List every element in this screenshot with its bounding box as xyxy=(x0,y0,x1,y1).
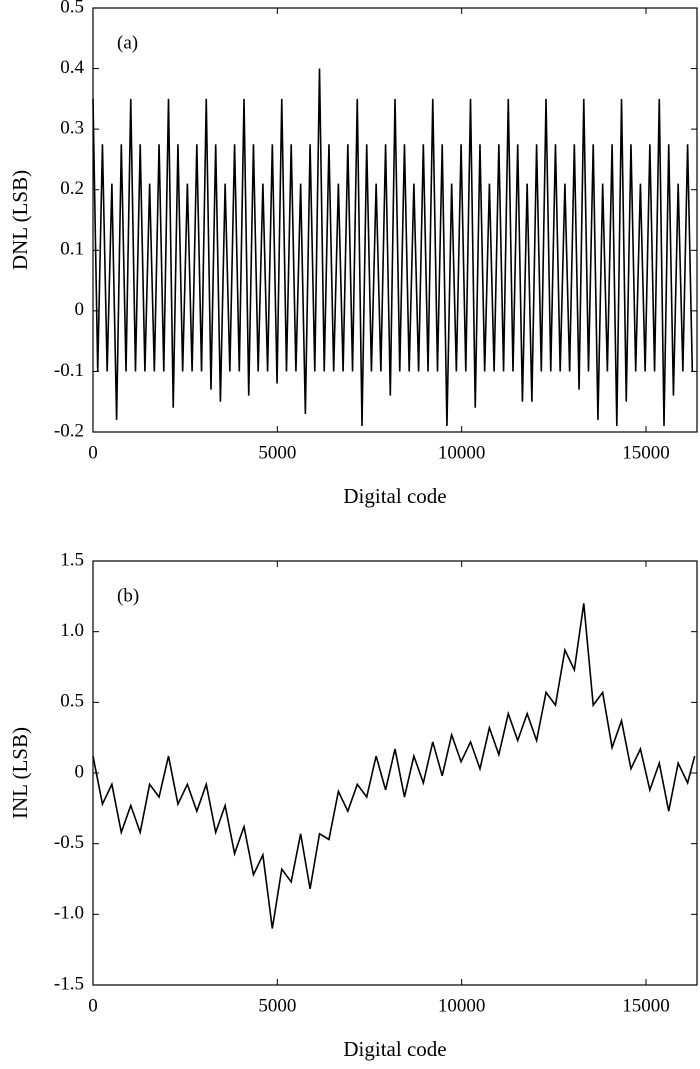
y-tick-label: 0.5 xyxy=(60,691,84,712)
y-tick-label: 1.5 xyxy=(60,549,84,570)
y-tick-label: 0 xyxy=(75,299,85,320)
plot-frame xyxy=(92,7,698,433)
y-tick-label: -0.1 xyxy=(54,360,84,381)
data-line xyxy=(92,68,694,426)
y-tick-label: 0.4 xyxy=(60,57,84,78)
x-tick-label: 15000 xyxy=(622,995,670,1016)
data-line xyxy=(92,603,696,929)
y-tick-label: 0.2 xyxy=(60,178,84,199)
y-tick-label: -1.0 xyxy=(54,903,84,924)
x-tick-label: 15000 xyxy=(622,442,670,463)
y-tick-label: 1.0 xyxy=(60,620,84,641)
y-tick-label: 0.3 xyxy=(60,118,84,139)
x-tick-label: 0 xyxy=(88,995,98,1016)
x-axis-label: Digital code xyxy=(343,484,446,508)
plot-frame xyxy=(92,560,698,986)
y-tick-label: 0.5 xyxy=(60,0,84,17)
panel-annotation: (a) xyxy=(117,32,138,53)
y-tick-label: 0 xyxy=(75,761,85,782)
x-tick-label: 10000 xyxy=(438,442,486,463)
x-tick-label: 0 xyxy=(88,442,98,463)
x-tick-label: 5000 xyxy=(258,442,296,463)
y-tick-label: -1.5 xyxy=(54,973,84,994)
y-tick-label: 0.1 xyxy=(60,239,84,260)
x-axis-label: Digital code xyxy=(343,1037,446,1061)
y-tick-label: -0.5 xyxy=(54,832,84,853)
x-tick-label: 5000 xyxy=(258,995,296,1016)
y-axis-label: INL (LSB) xyxy=(8,727,32,819)
x-tick-label: 10000 xyxy=(438,995,486,1016)
y-tick-label: -0.2 xyxy=(54,420,84,441)
panel-annotation: (b) xyxy=(117,585,139,606)
y-axis-label: DNL (LSB) xyxy=(8,170,32,270)
